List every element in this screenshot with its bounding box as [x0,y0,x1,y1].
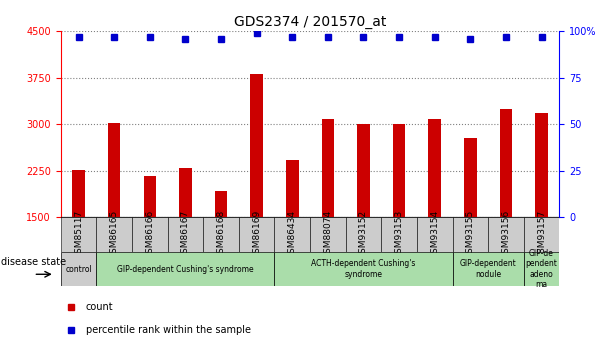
Bar [215,191,227,217]
Text: GSM86165: GSM86165 [109,210,119,259]
Text: GSM93157: GSM93157 [537,210,546,259]
Bar [452,217,488,252]
Bar [250,74,263,217]
Text: GSM93155: GSM93155 [466,210,475,259]
Bar [535,113,548,217]
Text: GSM93153: GSM93153 [395,210,404,259]
Bar [417,217,452,252]
Text: GSM86169: GSM86169 [252,210,261,259]
Bar [393,124,406,217]
Bar [203,217,239,252]
Bar [143,176,156,217]
Text: count: count [86,302,113,312]
Text: GSM93156: GSM93156 [502,210,511,259]
Text: GSM93152: GSM93152 [359,210,368,259]
Bar [488,217,523,252]
Bar [97,252,274,286]
Bar [358,124,370,217]
Bar [286,160,299,217]
Bar [523,252,559,286]
Bar [322,119,334,217]
Bar [346,217,381,252]
Bar [523,217,559,252]
Bar [97,217,132,252]
Bar [132,217,168,252]
Bar [108,123,120,217]
Bar [274,217,310,252]
Bar [61,217,97,252]
Bar [168,217,203,252]
Text: GSM86434: GSM86434 [288,210,297,259]
Bar [61,252,97,286]
Bar [239,217,274,252]
Bar [464,138,477,217]
Text: GIP-dependent
nodule: GIP-dependent nodule [460,259,517,279]
Text: GSM86166: GSM86166 [145,210,154,259]
Title: GDS2374 / 201570_at: GDS2374 / 201570_at [234,14,386,29]
Bar [452,252,523,286]
Bar [310,217,346,252]
Text: ACTH-dependent Cushing's
syndrome: ACTH-dependent Cushing's syndrome [311,259,416,279]
Text: GIP-de
pendent
adeno
ma: GIP-de pendent adeno ma [526,249,558,289]
Text: control: control [65,265,92,274]
Text: GSM86167: GSM86167 [181,210,190,259]
Text: percentile rank within the sample: percentile rank within the sample [86,325,250,335]
Text: GSM88074: GSM88074 [323,210,333,259]
Text: GIP-dependent Cushing's syndrome: GIP-dependent Cushing's syndrome [117,265,254,274]
Bar [274,252,452,286]
Text: GSM86168: GSM86168 [216,210,226,259]
Text: GSM93154: GSM93154 [430,210,439,259]
Bar [429,119,441,217]
Text: disease state: disease state [1,257,66,266]
Text: GSM85117: GSM85117 [74,210,83,259]
Bar [381,217,417,252]
Bar [72,169,85,217]
Bar [179,168,192,217]
Bar [500,109,512,217]
